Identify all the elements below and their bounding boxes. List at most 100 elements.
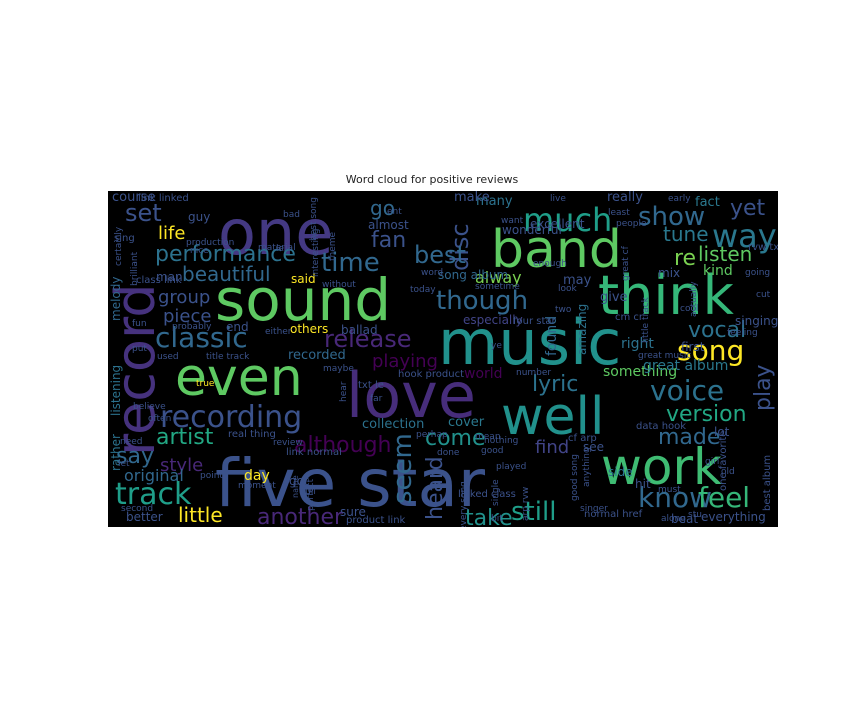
word-listen: listen: [698, 242, 752, 266]
word-even: even: [175, 348, 303, 408]
word-amazing: amazing: [575, 304, 589, 355]
word-yet: yet: [730, 196, 766, 221]
word-guy: guy: [188, 210, 210, 224]
word-beautiful: beautiful: [182, 262, 271, 286]
word-side: side: [608, 465, 633, 479]
word-see: see: [583, 440, 604, 454]
word-made: made: [658, 425, 720, 450]
word-cm-cr: cm cr: [615, 312, 644, 323]
word-hit: hit: [635, 477, 651, 491]
word-playing: playing: [372, 351, 438, 372]
word-le: le: [276, 244, 285, 254]
word-may: may: [563, 273, 592, 288]
chart-title: Word cloud for positive reviews: [345, 173, 519, 186]
word-today: today: [410, 285, 436, 295]
word-fact: fact: [695, 195, 720, 210]
word-singer: singer: [580, 504, 608, 514]
word-heard: heard: [423, 456, 448, 520]
word-ent: ent: [387, 207, 402, 217]
word-cut: cut: [756, 290, 771, 300]
word-almost: almost: [368, 218, 409, 232]
word-early: early: [668, 194, 691, 204]
word-ballad: ballad: [341, 323, 378, 337]
word-world: world: [464, 366, 503, 382]
word-title-track: title track: [206, 352, 250, 362]
word-normal-href: normal href: [584, 509, 643, 520]
word-point: point: [200, 471, 223, 481]
word-link-linked: link linked: [138, 193, 189, 204]
word-anything: anything: [582, 447, 592, 487]
word-done: done: [437, 448, 460, 458]
word-vocal: vocal: [688, 318, 746, 343]
word-right: right: [621, 336, 654, 352]
cloud-background: [108, 191, 778, 527]
word-course: course: [112, 191, 155, 205]
word-play: play: [751, 364, 776, 411]
word-number: number: [516, 368, 551, 378]
word-give: give: [600, 290, 628, 305]
word-bad: bad: [283, 210, 300, 220]
word-certainly: certainly: [114, 226, 124, 266]
word-original: original: [124, 466, 184, 485]
word-two: two: [555, 305, 572, 315]
word-record: record: [108, 284, 167, 457]
word-people: people: [616, 219, 647, 229]
word-end: end: [226, 320, 249, 334]
word-singing: singing: [735, 314, 778, 328]
word-recorded: recorded: [288, 348, 346, 363]
word-five-star: five star: [215, 445, 486, 522]
word-need: need: [120, 437, 143, 447]
word-found: found: [544, 316, 560, 356]
word-live: live: [550, 194, 566, 204]
word-best-song: best song: [309, 197, 319, 241]
word-although: although: [294, 433, 391, 458]
word-cool: cool: [680, 304, 698, 314]
word-class-link: class link: [136, 275, 182, 286]
word-really: really: [607, 191, 643, 205]
word-review: review: [273, 438, 303, 448]
word-rather: rather: [109, 434, 123, 471]
word-played: played: [496, 462, 526, 472]
word-style: style: [160, 455, 203, 476]
word-way: way: [712, 217, 777, 255]
word-name: name: [291, 475, 300, 498]
word-ye: ye: [491, 341, 502, 351]
word-find: find: [535, 437, 569, 458]
word-sometime: sometime: [475, 282, 520, 292]
word-little-track: little track: [641, 296, 651, 343]
word-sound: sound: [215, 266, 391, 334]
word-got: got: [289, 474, 309, 488]
word-cf-arp: cf arp: [568, 433, 597, 444]
word-still: still: [511, 497, 556, 527]
word-another: another: [257, 505, 344, 527]
word-wonderful: wonderful: [502, 223, 562, 237]
word-classic: classic: [155, 321, 248, 354]
word-excellent: excellent: [530, 217, 585, 231]
word-far: far: [370, 394, 383, 404]
word-arp-rvw: arp rvw: [521, 487, 531, 521]
word-time: time: [321, 248, 380, 278]
word-sing: sing: [114, 233, 135, 244]
word-seem: seem: [388, 433, 418, 504]
word-song: song: [677, 334, 744, 367]
word-love: love: [346, 359, 476, 432]
word-sure: sure: [340, 505, 366, 519]
word-recording: recording: [160, 400, 302, 435]
word-theme: theme: [328, 231, 338, 261]
word-probably: probably: [172, 322, 212, 332]
word-good-song: good song: [570, 454, 580, 501]
word-let: let: [118, 459, 130, 469]
word-production: production: [186, 238, 234, 248]
word-linked-class: linked class: [458, 489, 516, 500]
word-put: put: [132, 344, 147, 354]
word-true: true: [196, 379, 215, 389]
word-actually: actually: [689, 281, 699, 317]
word-old: old: [721, 467, 735, 477]
word-many: many: [476, 194, 513, 209]
word-something: something: [603, 364, 677, 380]
word-lyric: lyric: [532, 372, 578, 397]
word-better: better: [126, 510, 163, 524]
word-work: work: [601, 438, 722, 496]
word-especially: especially: [463, 313, 523, 327]
word-great-cf: great cf: [621, 245, 631, 281]
